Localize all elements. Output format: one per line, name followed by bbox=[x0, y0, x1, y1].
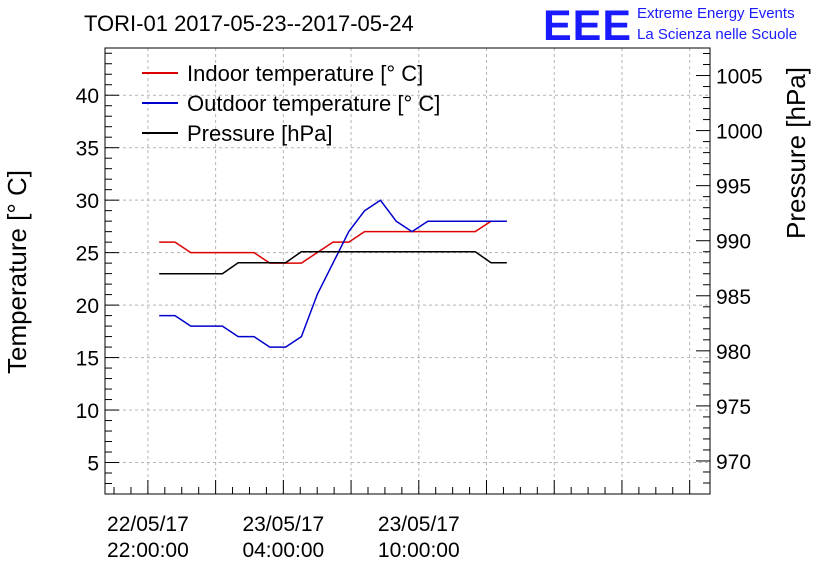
tick-labels: 5 10 15 20 25 30 35 40 970 975 980 985 990 995 1000 100… bbox=[76, 66, 763, 562]
plot-frame bbox=[104, 47, 711, 495]
chart-title: TORI-01 2017-05-23--2017-05-24 bbox=[84, 11, 414, 36]
x-tick-time-label: 22:00:00 bbox=[107, 539, 189, 562]
legend-label: Indoor temperature [° C] bbox=[187, 61, 423, 86]
y-tick-label: 40 bbox=[76, 85, 99, 108]
eee-logo: EEE Extreme Energy Events La Scienza nel… bbox=[543, 2, 797, 50]
y2-tick-label: 990 bbox=[716, 231, 751, 254]
y-tick-label: 25 bbox=[76, 243, 99, 266]
x-tick-time-label: 10:00:00 bbox=[378, 539, 460, 562]
legend-label: Outdoor temperature [° C] bbox=[187, 91, 440, 116]
logo-letters: EEE bbox=[543, 2, 632, 50]
y2-tick-label: 995 bbox=[716, 176, 751, 199]
y2-tick-label: 1005 bbox=[716, 66, 763, 89]
logo-line-1: Extreme Energy Events bbox=[637, 5, 795, 22]
grid bbox=[105, 48, 710, 494]
y-tick-label: 35 bbox=[76, 138, 99, 161]
x-tick-date-label: 23/05/17 bbox=[378, 513, 460, 536]
y2-tick-label: 970 bbox=[716, 451, 751, 474]
legend-label: Pressure [hPa] bbox=[187, 121, 333, 146]
x-tick-date-label: 23/05/17 bbox=[242, 513, 324, 536]
y2-tick-label: 985 bbox=[716, 286, 751, 309]
y-tick-label: 15 bbox=[76, 348, 99, 371]
y-axis-title: Temperature [° C] bbox=[2, 170, 32, 374]
logo-line-2: La Scienza nelle Scuole bbox=[637, 26, 797, 43]
y2-tick-label: 1000 bbox=[716, 121, 763, 144]
x-tick-date-label: 22/05/17 bbox=[107, 513, 189, 536]
y2-axis-title: Pressure [hPa] bbox=[781, 67, 811, 239]
y2-tick-label: 975 bbox=[716, 396, 751, 419]
legend: Indoor temperature [° C] Outdoor temperat… bbox=[142, 61, 440, 146]
y-tick-label: 10 bbox=[76, 400, 99, 423]
y-tick-label: 20 bbox=[76, 295, 99, 318]
outdoor-temperature-line bbox=[159, 199, 507, 348]
y2-tick-label: 980 bbox=[716, 341, 751, 364]
pressure-line bbox=[159, 250, 507, 275]
series-lines bbox=[159, 199, 507, 348]
y-tick-label: 5 bbox=[87, 453, 99, 476]
y-tick-label: 30 bbox=[76, 190, 99, 213]
axis-ticks bbox=[105, 52, 710, 494]
x-tick-time-label: 04:00:00 bbox=[242, 539, 324, 562]
indoor-temperature-line bbox=[159, 220, 507, 264]
